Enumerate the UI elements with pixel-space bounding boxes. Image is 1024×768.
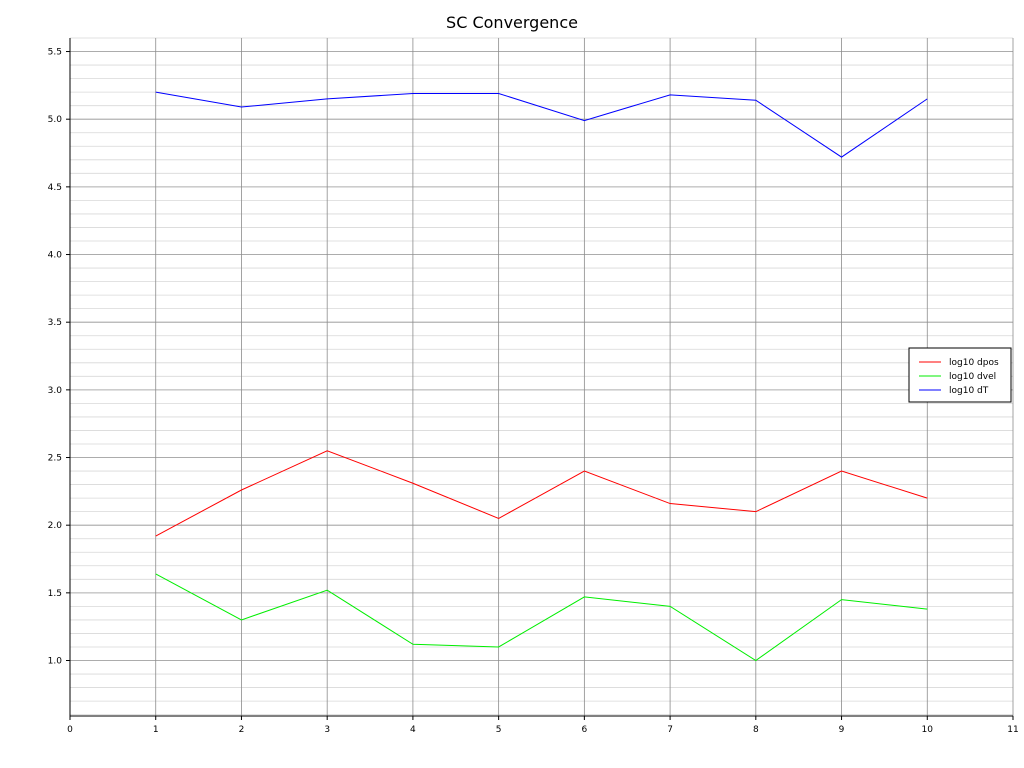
- major-grid: [70, 38, 1014, 716]
- x-tick-label: 4: [410, 725, 416, 735]
- y-tick-label: 3.0: [48, 386, 63, 396]
- series-line-1: [155, 450, 928, 537]
- x-tick-label: 8: [753, 725, 759, 735]
- minor-grid: [70, 37, 1013, 716]
- legend-label: log10 dpos: [949, 358, 999, 368]
- y-tick-label: 4.5: [48, 183, 62, 193]
- y-tick-label: 5.5: [48, 48, 62, 58]
- legend-label: log10 dT: [949, 386, 989, 396]
- y-tick-label: 1.5: [48, 589, 62, 599]
- chart-title: SC Convergence: [446, 13, 578, 32]
- x-tick-label: 10: [922, 725, 934, 735]
- x-tick-label: 2: [239, 725, 245, 735]
- legend-box: [908, 347, 1012, 403]
- legend-label: log10 dvel: [949, 372, 996, 382]
- x-tick-label: 11: [1007, 725, 1018, 735]
- x-tick-label: 5: [496, 725, 502, 735]
- x-tick-label: 6: [581, 725, 587, 735]
- x-axis-ticks: 0 1 2 3 4 5 6 7 8 9 10 11: [67, 716, 1019, 735]
- legend: log10 dpos log10 dvel log10 dT: [908, 347, 1012, 403]
- x-tick-label: 1: [153, 725, 159, 735]
- y-tick-label: 2.0: [48, 521, 63, 531]
- y-axis-ticks: 1.0 1.5 2.0 2.5 3.0 3.5 4.0 4.5 5.0 5.5: [48, 48, 70, 667]
- series-line-2: [155, 573, 928, 662]
- series-layer: [155, 91, 928, 662]
- axes: [69, 38, 1013, 717]
- y-tick-label: 4.0: [48, 251, 63, 261]
- x-tick-label: 0: [67, 725, 73, 735]
- x-tick-label: 7: [667, 725, 673, 735]
- y-tick-label: 5.0: [48, 115, 63, 125]
- y-tick-label: 2.5: [48, 454, 62, 464]
- y-tick-label: 3.5: [48, 318, 62, 328]
- series-line-3: [155, 91, 928, 158]
- x-tick-label: 3: [324, 725, 330, 735]
- x-tick-label: 9: [839, 725, 845, 735]
- y-tick-label: 1.0: [48, 657, 63, 667]
